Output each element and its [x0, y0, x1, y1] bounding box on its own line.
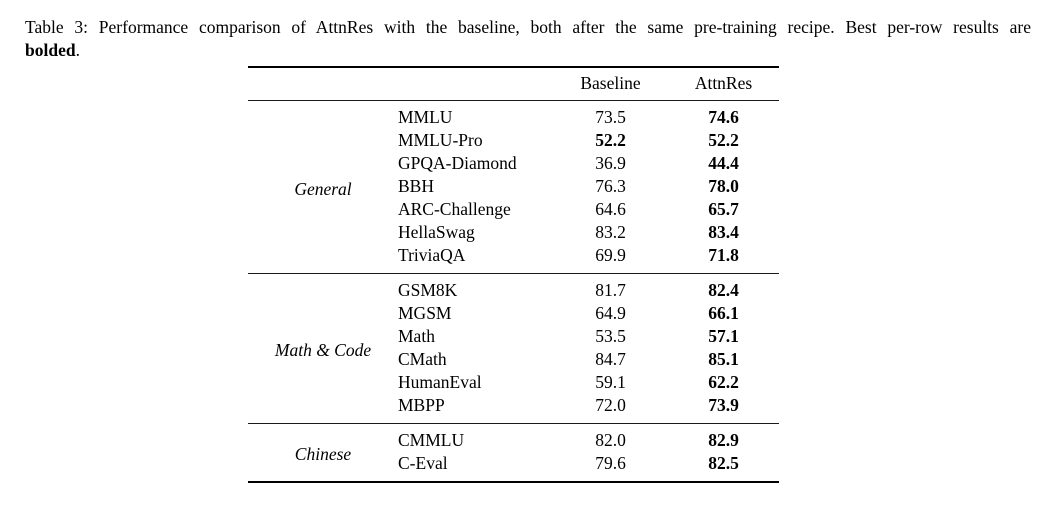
table-row: General MMLU 73.5 74.6: [248, 100, 779, 199]
table-row: HellaSwag 83.2 83.4: [248, 221, 779, 244]
header-row: Baseline AttnRes: [248, 67, 779, 101]
baseline-value: 76.3: [595, 175, 626, 196]
baseline-value: 69.9: [595, 244, 626, 265]
attnres-value: 85.1: [708, 348, 739, 369]
section-chinese: Chinese CMMLU 82.0 82.9 C-Eval 79.6 82.5: [248, 423, 779, 482]
baseline-value: 59.1: [595, 371, 626, 392]
results-table: Baseline AttnRes General MMLU 73.5 74.6 …: [248, 66, 779, 483]
section-general: General MMLU 73.5 74.6 MMLU-Pro 52.2 52.…: [248, 100, 779, 273]
section-math-code: Math & Code GSM8K 81.7 82.4 MGSM 64.9 66…: [248, 273, 779, 423]
attnres-value: 71.8: [708, 244, 739, 265]
benchmark-name: HellaSwag: [398, 221, 475, 242]
benchmark-name: C-Eval: [398, 452, 448, 473]
benchmark-name: BBH: [398, 175, 434, 196]
benchmark-name: MMLU-Pro: [398, 129, 483, 150]
baseline-value: 64.9: [595, 302, 626, 323]
table-caption: Table 3: Performance comparison of AttnR…: [25, 16, 1031, 62]
attnres-value: 66.1: [708, 302, 739, 323]
baseline-value: 73.5: [595, 106, 626, 127]
benchmark-name: HumanEval: [398, 371, 482, 392]
benchmark-name: GPQA-Diamond: [398, 152, 517, 173]
baseline-value: 64.6: [595, 198, 626, 219]
caption-period: .: [75, 40, 80, 60]
table-row: ARC-Challenge 64.6 65.7: [248, 198, 779, 221]
table-row: Math & Code GSM8K 81.7 82.4: [248, 273, 779, 361]
table-row: MMLU-Pro 52.2 52.2: [248, 129, 779, 152]
attnres-value: 73.9: [708, 394, 739, 415]
baseline-value: 72.0: [595, 394, 626, 415]
attnres-value: 65.7: [708, 198, 739, 219]
baseline-value: 81.7: [595, 279, 626, 300]
header-spacer-group: [248, 67, 398, 101]
caption-bold-word: bolded: [25, 40, 76, 60]
attnres-value: 82.9: [708, 429, 739, 450]
table-row: CMath 84.7 85.1: [248, 348, 779, 371]
benchmark-name: MBPP: [398, 394, 445, 415]
table-row: C-Eval 79.6 82.5: [248, 452, 779, 482]
baseline-value: 79.6: [595, 452, 626, 473]
benchmark-name: TriviaQA: [398, 244, 466, 265]
group-label-math-code: Math & Code: [274, 340, 372, 360]
attnres-value: 82.4: [708, 279, 739, 300]
group-label-general: General: [294, 178, 352, 199]
attnres-value: 62.2: [708, 371, 739, 392]
table-header: Baseline AttnRes: [248, 67, 779, 101]
column-header-attnres: AttnRes: [668, 67, 779, 101]
benchmark-name: CMMLU: [398, 429, 465, 450]
results-table-container: Baseline AttnRes General MMLU 73.5 74.6 …: [248, 66, 779, 483]
table-row: TriviaQA 69.9 71.8: [248, 244, 779, 274]
table-row: HumanEval 59.1 62.2: [248, 371, 779, 394]
baseline-value: 53.5: [595, 325, 626, 346]
table-row: BBH 76.3 78.0: [248, 175, 779, 198]
baseline-value: 84.7: [595, 348, 626, 369]
table-row: MGSM 64.9 66.1: [248, 302, 779, 325]
attnres-value: 57.1: [708, 325, 739, 346]
header-spacer-benchmark: [398, 67, 553, 101]
attnres-value: 78.0: [708, 175, 739, 196]
baseline-value: 82.0: [595, 429, 626, 450]
baseline-value: 36.9: [595, 152, 626, 173]
caption-text: Table 3: Performance comparison of AttnR…: [25, 17, 1031, 37]
benchmark-name: MGSM: [398, 302, 452, 323]
table-row: MBPP 72.0 73.9: [248, 394, 779, 424]
benchmark-name: CMath: [398, 348, 447, 369]
benchmark-name: Math: [398, 325, 435, 346]
baseline-value: 83.2: [595, 221, 626, 242]
benchmark-name: ARC-Challenge: [398, 198, 511, 219]
attnres-value: 83.4: [708, 221, 739, 242]
benchmark-name: GSM8K: [398, 279, 458, 300]
table-row: GPQA-Diamond 36.9 44.4: [248, 152, 779, 175]
column-header-baseline: Baseline: [553, 67, 668, 101]
caption-continuation: bolded.: [25, 39, 1031, 62]
attnres-value: 44.4: [708, 152, 739, 173]
table-row: Chinese CMMLU 82.0 82.9: [248, 423, 779, 465]
baseline-value: 52.2: [595, 129, 626, 150]
attnres-value: 82.5: [708, 452, 739, 473]
group-label-chinese: Chinese: [294, 444, 352, 464]
attnres-value: 52.2: [708, 129, 739, 150]
table-row: Math 53.5 57.1: [248, 325, 779, 348]
benchmark-name: MMLU: [398, 106, 453, 127]
attnres-value: 74.6: [708, 106, 739, 127]
